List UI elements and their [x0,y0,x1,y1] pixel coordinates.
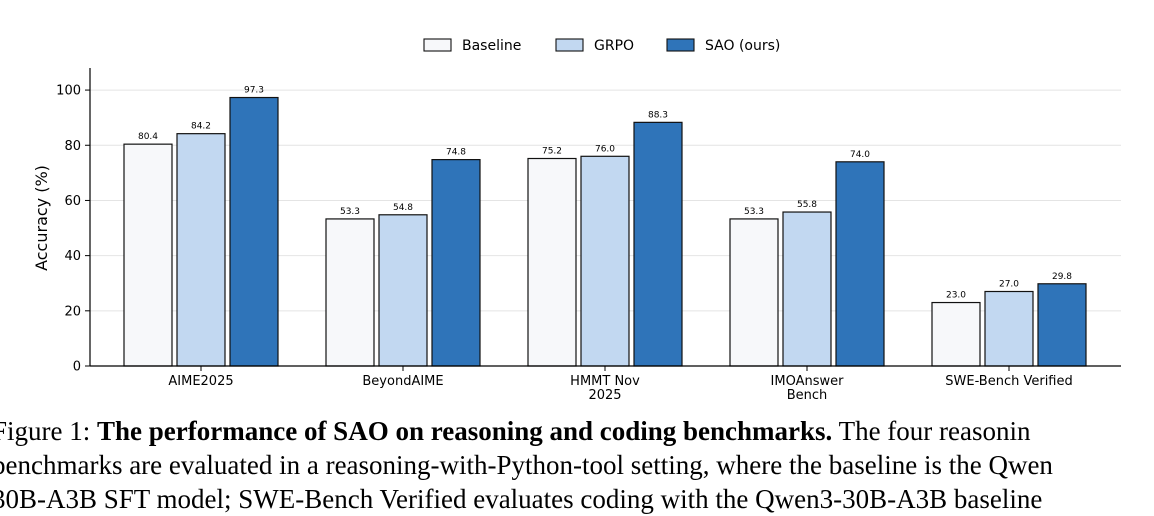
caption-prefix: Figure 1: [0,416,97,446]
x-tick-label: Bench [787,388,828,403]
x-tick-label: SWE-Bench Verified [945,374,1073,389]
bar [431,159,481,367]
caption-line-3: 30B-A3B SFT model; SWE-Bench Verified ev… [0,484,1043,514]
data-label: 27.0 [999,280,1019,290]
bar [123,143,173,367]
caption-text-1: The four reasonin [832,416,1031,446]
bar [176,133,226,367]
data-label: 53.3 [340,207,360,217]
bar-chart: 80.4 84.2 97.3 53.3 54.8 74.8 75.2 76.0 88.3 53.3… [32,38,1121,403]
data-label: 88.3 [648,110,668,120]
legend-swatch [666,38,695,52]
legend-swatch [555,38,584,52]
data-label: 76.0 [595,144,615,154]
caption-bold-title: The performance of SAO on reasoning and … [97,416,833,446]
x-tick-label: 2025 [588,388,621,403]
bar [984,290,1034,367]
legend: Baseline GRPO SAO (ours) [423,38,780,54]
data-label: 53.3 [744,207,764,217]
x-tick-label: BeyondAIME [362,374,443,389]
data-label: 29.8 [1052,272,1072,282]
legend-label: GRPO [594,38,634,54]
y-tick-label: 60 [64,194,81,209]
bar [378,214,428,367]
bars [123,96,1087,367]
data-label: 75.2 [542,147,562,157]
x-tick-label: HMMT Nov [570,374,640,389]
data-label: 23.0 [946,291,966,301]
legend-label: SAO (ours) [705,38,780,54]
bar [325,218,375,367]
caption-line-2: benchmarks are evaluated in a reasoning-… [0,450,1053,480]
y-axis-ticks: 0 20 40 60 80 100 [56,84,90,375]
y-tick-label: 0 [73,360,81,375]
legend-swatch [423,38,452,52]
data-label: 74.8 [446,148,466,158]
caption-line-1: Figure 1: The performance of SAO on reas… [0,414,1154,448]
bar [729,218,779,367]
value-labels: 80.4 84.2 97.3 53.3 54.8 74.8 75.2 76.0 88.3 53.3… [138,86,1072,301]
data-label: 55.8 [797,200,817,210]
x-tick-label: AIME2025 [168,374,233,389]
data-label: 97.3 [244,86,264,96]
x-tick-label: IMOAnswer [771,374,845,389]
y-axis-label: Accuracy (%) [32,165,51,271]
y-tick-label: 40 [64,249,81,264]
bar [835,161,885,367]
bar [229,96,279,367]
legend-label: Baseline [462,38,521,54]
y-tick-label: 100 [56,84,81,99]
bar [527,157,577,367]
y-tick-label: 20 [64,304,81,319]
data-label: 54.8 [393,203,413,213]
data-label: 74.0 [850,150,870,160]
bar [782,211,832,367]
bar [580,155,630,367]
bar [633,121,683,367]
figure-caption: Figure 1: The performance of SAO on reas… [0,414,1154,516]
data-label: 80.4 [138,132,158,142]
data-label: 84.2 [191,122,211,132]
bar [931,301,981,367]
bar [1037,283,1087,367]
y-tick-label: 80 [64,139,81,154]
